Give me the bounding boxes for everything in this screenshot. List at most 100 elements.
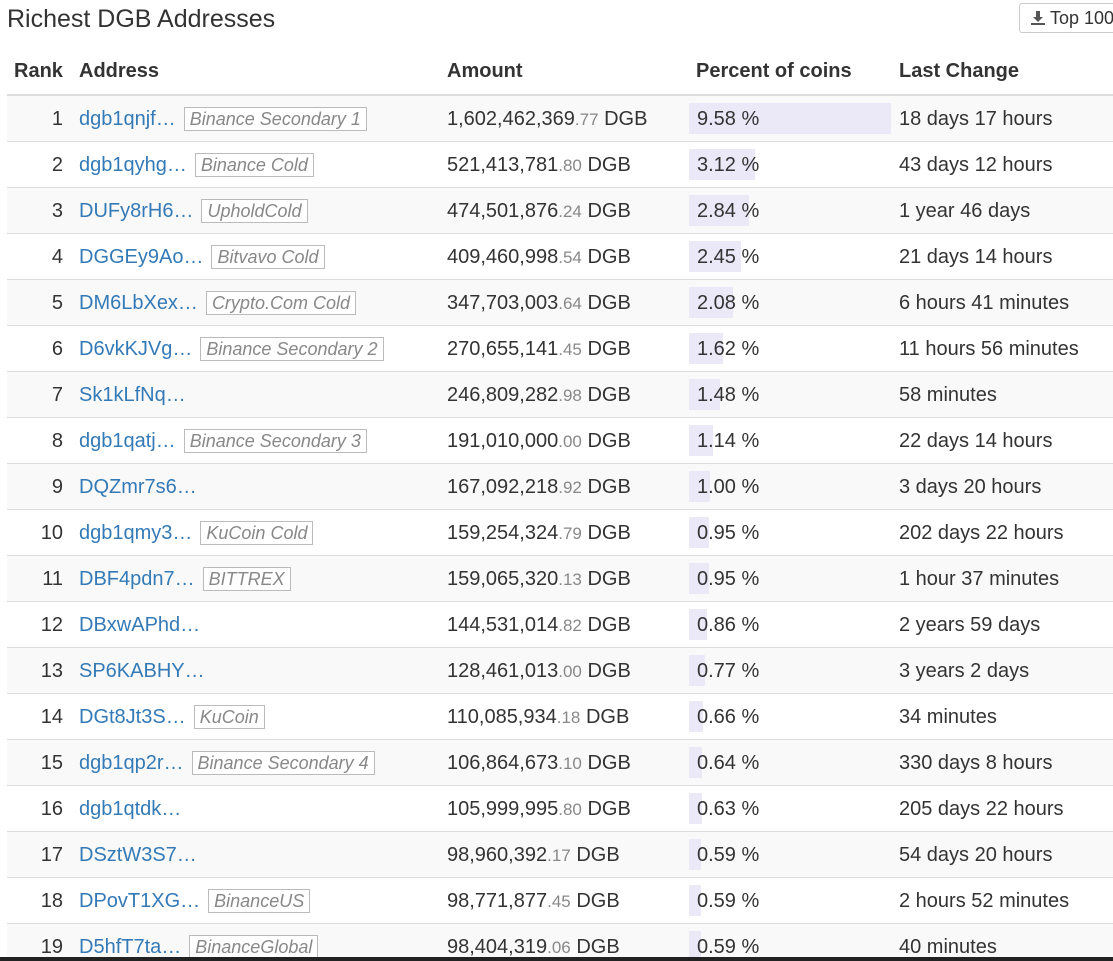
address-tag: KuCoin Cold: [200, 521, 314, 545]
amount-decimal: .80: [558, 156, 582, 175]
amount-unit: DGB: [587, 200, 631, 222]
last-change-cell: 43 days 12 hours: [899, 154, 1053, 176]
percent-cell: 0.59 %: [689, 885, 891, 916]
rank-cell: 5: [51, 292, 63, 314]
percent-cell: 9.58 %: [689, 103, 891, 134]
address-tag: Binance Secondary 2: [200, 337, 384, 361]
address-link[interactable]: DM6LbXex…: [79, 292, 198, 314]
amount-unit: DGB: [576, 844, 620, 866]
address-link[interactable]: dgb1qtdk…: [79, 798, 182, 820]
rank-cell: 4: [51, 246, 63, 268]
address-link[interactable]: DPovT1XG…: [79, 890, 201, 912]
address-link[interactable]: D5hfT7ta…: [79, 936, 182, 958]
column-header-address[interactable]: Address: [79, 60, 160, 82]
last-change-cell: 11 hours 56 minutes: [899, 338, 1079, 360]
rank-cell: 2: [51, 154, 63, 176]
address-link[interactable]: D6vkKJVg…: [79, 338, 193, 360]
address-link[interactable]: DGGEy9Ao…: [79, 246, 204, 268]
address-cell: dgb1qtdk…: [79, 797, 181, 821]
amount-integer: 521,413,781: [447, 154, 559, 176]
percent-cell: 2.08 %: [689, 287, 891, 318]
address-link[interactable]: Sk1kLfNq…: [79, 384, 186, 406]
column-header-amount[interactable]: Amount: [447, 60, 523, 82]
download-button-label: Top 100: [1050, 7, 1113, 28]
percent-cell: 2.45 %: [689, 241, 891, 272]
address-cell: DGGEy9Ao… Bitvavo Cold: [79, 245, 325, 269]
table-row: 10 dgb1qmy3… KuCoin Cold 159,254,324.79 DGB…: [7, 510, 1113, 556]
address-cell: DQZmr7s6…: [79, 475, 197, 499]
amount-integer: 98,771,877: [447, 890, 548, 912]
column-header-last-change[interactable]: Last Change: [899, 60, 1020, 82]
table-row: 3 DUFy8rH6… UpholdCold 474,501,876.24 DGB 2.…: [7, 188, 1113, 234]
address-cell: DBxwAPhd…: [79, 613, 200, 637]
amount-unit: DGB: [587, 614, 631, 636]
amount-cell: 347,703,003.64 DGB: [447, 291, 631, 316]
address-link[interactable]: DQZmr7s6…: [79, 476, 197, 498]
page-title: Richest DGB Addresses: [7, 5, 276, 33]
rank-cell: 3: [51, 200, 63, 222]
rank-cell: 1: [51, 108, 63, 130]
amount-integer: 98,404,319: [447, 936, 548, 958]
table-header: Rank Address Amount Percent of coins Las…: [7, 52, 1113, 97]
address-link[interactable]: dgb1qatj…: [79, 430, 176, 452]
amount-cell: 144,531,014.82 DGB: [447, 613, 631, 638]
address-tag: UpholdCold: [201, 199, 308, 223]
amount-cell: 521,413,781.80 DGB: [447, 153, 631, 178]
amount-decimal: .00: [558, 432, 582, 451]
rank-cell: 13: [40, 660, 63, 682]
table-row: 7 Sk1kLfNq… 246,809,282.98 DGB 1.48 % 58 min…: [7, 372, 1113, 418]
address-link[interactable]: SP6KABHY…: [79, 660, 205, 682]
amount-cell: 409,460,998.54 DGB: [447, 245, 631, 270]
percent-cell: 0.63 %: [689, 793, 891, 824]
address-cell: SP6KABHY…: [79, 659, 205, 683]
column-header-percent[interactable]: Percent of coins: [696, 60, 852, 82]
download-top-100-button[interactable]: Top 100: [1019, 3, 1113, 33]
address-link[interactable]: DSztW3S7…: [79, 844, 197, 866]
amount-cell: 128,461,013.00 DGB: [447, 659, 631, 684]
address-link[interactable]: dgb1qp2r…: [79, 752, 184, 774]
rank-cell: 11: [42, 568, 63, 590]
amount-unit: DGB: [587, 752, 631, 774]
rank-cell: 18: [40, 890, 63, 912]
amount-unit: DGB: [587, 522, 631, 544]
table-row: 15 dgb1qp2r… Binance Secondary 4 106,864,67…: [7, 740, 1113, 786]
percent-cell: 0.59 %: [689, 839, 891, 870]
percent-cell: 0.86 %: [689, 609, 891, 640]
address-link[interactable]: DUFy8rH6…: [79, 200, 194, 222]
amount-cell: 159,065,320.13 DGB: [447, 567, 631, 592]
column-header-rank[interactable]: Rank: [14, 60, 63, 82]
amount-cell: 105,999,995.80 DGB: [447, 797, 631, 822]
rank-cell: 9: [51, 476, 63, 498]
amount-integer: 474,501,876: [447, 200, 559, 222]
table-row: 2 dgb1qyhg… Binance Cold 521,413,781.80 DGB…: [7, 142, 1113, 188]
percent-bar: [689, 241, 741, 272]
address-link[interactable]: dgb1qnjf…: [79, 108, 176, 130]
last-change-cell: 58 minutes: [899, 384, 997, 406]
address-tag: BITTREX: [202, 567, 291, 591]
percent-text: 0.59 %: [697, 936, 760, 958]
last-change-cell: 21 days 14 hours: [899, 246, 1053, 268]
percent-bar: [689, 379, 720, 410]
address-link[interactable]: DBF4pdn7…: [79, 568, 195, 590]
address-link[interactable]: dgb1qmy3…: [79, 522, 193, 544]
percent-text: 0.63 %: [697, 798, 760, 820]
last-change-cell: 34 minutes: [899, 706, 997, 728]
percent-text: 0.66 %: [697, 706, 760, 728]
amount-decimal: .06: [547, 938, 571, 957]
address-link[interactable]: DGt8Jt3S…: [79, 706, 186, 728]
table-row: 12 DBxwAPhd… 144,531,014.82 DGB 0.86 % 2 yea…: [7, 602, 1113, 648]
amount-integer: 246,809,282: [447, 384, 559, 406]
table-row: 1 dgb1qnjf… Binance Secondary 1 1,602,462,3…: [7, 96, 1113, 142]
rank-cell: 17: [40, 844, 63, 866]
percent-text: 2.84 %: [697, 200, 760, 222]
address-tag: Crypto.Com Cold: [205, 291, 356, 315]
amount-unit: DGB: [576, 936, 620, 958]
address-link[interactable]: dgb1qyhg…: [79, 154, 187, 176]
percent-text: 0.59 %: [697, 890, 760, 912]
percent-text: 2.45 %: [697, 246, 760, 268]
amount-cell: 98,960,392.17 DGB: [447, 843, 620, 868]
percent-bar: [689, 885, 701, 916]
address-link[interactable]: DBxwAPhd…: [79, 614, 201, 636]
table-row: 8 dgb1qatj… Binance Secondary 3 191,010,000…: [7, 418, 1113, 464]
